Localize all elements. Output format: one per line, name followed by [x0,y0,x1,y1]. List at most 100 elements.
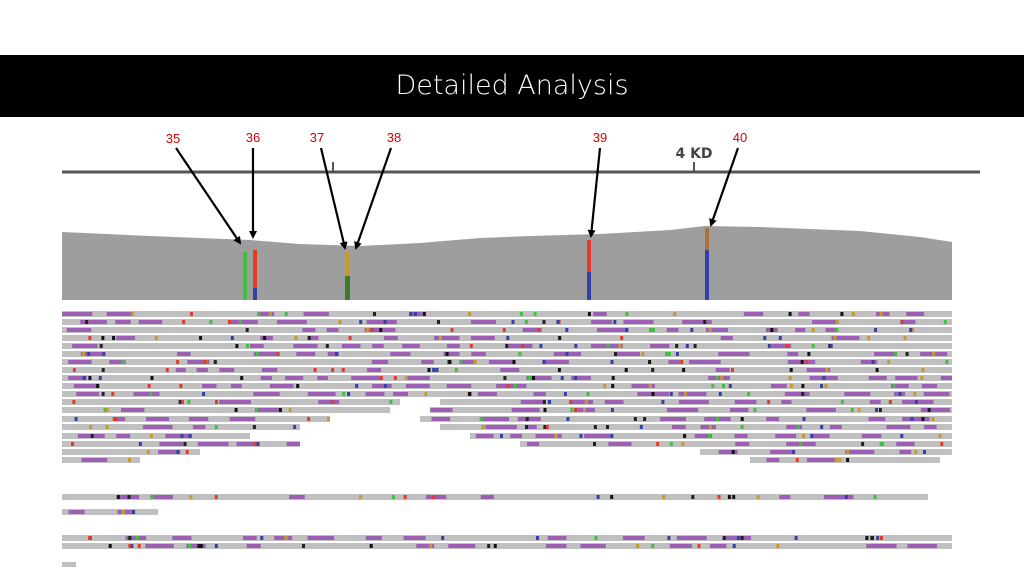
insertion-mark [372,384,392,388]
insertion-mark [505,344,533,348]
mismatch-mark [72,400,76,404]
mismatch-mark [330,400,334,404]
mismatch-mark [427,368,431,372]
mismatch-mark [409,312,413,316]
mismatch-mark [681,442,685,446]
mismatch-mark [717,495,721,499]
mismatch-mark [85,320,89,324]
mismatch-mark [72,368,76,372]
insertion-mark [307,392,336,396]
mismatch-mark [651,392,655,396]
mismatch-mark [506,336,510,340]
mismatch-mark [256,442,260,446]
insertion-mark [197,442,229,446]
mismatch-mark [187,400,191,404]
read-row [62,494,928,500]
mismatch-mark [834,458,838,462]
mismatch-mark [435,368,439,372]
insertion-mark [798,312,810,316]
insertion-mark [448,544,476,548]
insertion-mark [480,495,494,499]
mismatch-mark [284,312,288,316]
insertion-mark [860,360,878,364]
mismatch-mark [112,417,116,421]
mismatch-mark [422,312,426,316]
mismatch-mark [661,400,665,404]
mismatch-mark [230,336,234,340]
insertion-mark [831,336,860,340]
mismatch-mark [203,360,207,364]
mismatch-mark [441,536,445,540]
read-row [62,311,952,317]
mismatch-mark [445,352,449,356]
mismatch-mark [479,417,483,421]
mismatch-mark [188,434,192,438]
insertion-mark [545,544,567,548]
insertion-mark [924,425,937,429]
mismatch-mark [569,400,573,404]
insertion-mark [766,417,779,421]
mismatch-mark [545,425,549,429]
mismatch-mark [188,544,191,548]
mismatch-mark [180,400,184,404]
mismatch-mark [610,360,614,364]
insertion-mark [365,536,382,540]
insertion-mark [150,495,173,499]
mismatch-mark [150,376,154,380]
insertion-mark [511,408,540,412]
mismatch-mark [914,400,918,404]
mismatch-mark [690,328,694,332]
mismatch-mark [468,392,472,396]
mismatch-mark [150,495,154,499]
insertion-mark [253,392,280,396]
insertion-mark [461,360,477,364]
insertion-mark [689,360,721,364]
mismatch-mark [611,376,615,380]
mismatch-mark [731,368,734,372]
mismatch-mark [263,336,267,340]
mismatch-mark [338,320,342,324]
mismatch-mark [103,408,107,412]
mismatch-mark [587,312,591,316]
insertion-mark [109,360,126,364]
mismatch-mark [788,312,792,316]
mismatch-mark [214,495,218,499]
mismatch-mark [313,368,317,372]
insertion-mark [771,344,792,348]
mismatch-mark [71,442,74,446]
mismatch-mark [879,312,883,316]
read-row [62,562,76,567]
mismatch-mark [116,495,120,499]
mismatch-mark [625,312,629,316]
mismatch-mark [525,425,528,429]
insertion-mark [678,400,709,404]
mismatch-mark [278,408,282,412]
mismatch-mark [716,417,719,421]
insertion-mark [186,544,206,548]
insertion-mark [500,368,520,372]
insertion-mark [784,392,810,396]
insertion-mark [73,384,98,388]
insertion-mark [829,425,842,429]
insertion-mark [608,442,632,446]
mismatch-mark [846,458,850,462]
mismatch-mark [785,344,789,348]
insertion-mark [121,408,145,412]
marker-label-38: 38 [387,130,401,145]
insertion-mark [807,458,836,462]
mismatch-mark [940,442,944,446]
mismatch-mark [829,344,833,348]
mismatch-mark [822,376,826,380]
insertion-mark [351,376,383,380]
variant-bar [345,252,350,300]
mismatch-mark [190,312,193,316]
insertion-mark [133,392,160,396]
mismatch-mark [583,408,586,412]
mismatch-mark [903,336,907,340]
insertion-mark [866,544,897,548]
mismatch-mark [102,352,106,356]
insertion-mark [710,544,727,548]
mismatch-mark [810,434,814,438]
mismatch-mark [101,368,105,372]
mismatch-mark [938,434,942,438]
